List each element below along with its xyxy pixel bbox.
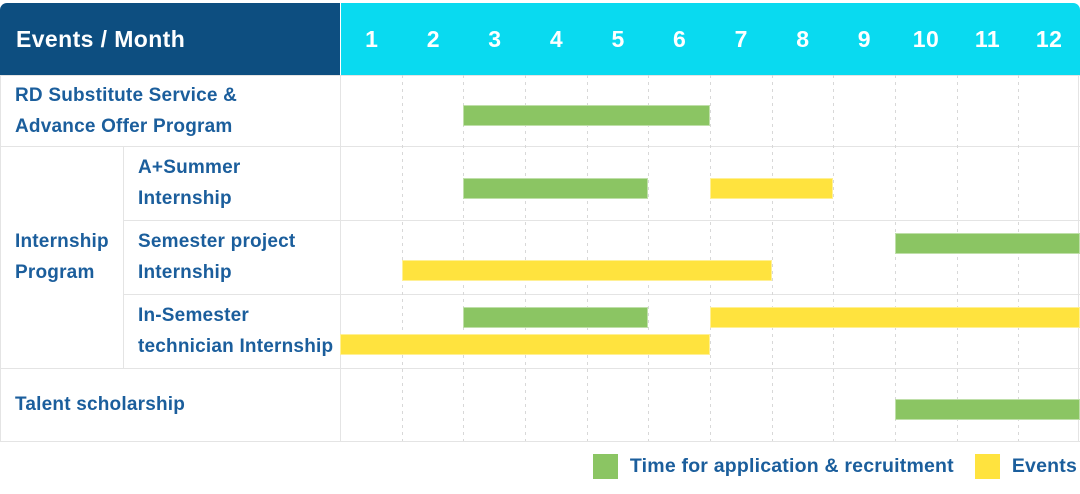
legend-label: Time for application & recruitment xyxy=(629,454,954,477)
group-label: Internship Program xyxy=(0,146,123,368)
legend: Time for application & recruitment Events xyxy=(592,453,1077,479)
legend-swatch-application xyxy=(592,453,618,479)
row-label: Talent scholarship xyxy=(0,368,339,441)
row-label-line: A+Summer xyxy=(138,157,241,178)
month-header-cell: 7 xyxy=(734,25,748,52)
row-label-line: Advance Offer Program xyxy=(15,115,233,137)
gantt-bar-application xyxy=(895,233,1080,254)
month-grid-dashed-line xyxy=(1018,75,1019,441)
row-label: A+Summer Internship xyxy=(123,146,340,220)
grid-line-horizontal xyxy=(0,368,1080,369)
month-grid-dashed-line xyxy=(895,75,896,441)
month-header-cell: 10 xyxy=(912,25,940,52)
gantt-bar-event xyxy=(710,178,834,199)
month-header-cell: 9 xyxy=(857,25,872,52)
month-header-cell: 12 xyxy=(1035,25,1063,52)
month-header-cell: 1 xyxy=(365,25,379,52)
legend-label: Events xyxy=(1011,454,1077,477)
legend-swatch-event xyxy=(974,453,1000,479)
row-label-line: technician Internship xyxy=(138,336,334,357)
month-grid-dashed-line xyxy=(587,75,588,441)
grid-line-horizontal xyxy=(0,441,1080,442)
grid-line-horizontal xyxy=(123,294,1080,295)
month-grid-dashed-line xyxy=(463,75,464,441)
month-header-cell: 6 xyxy=(673,25,687,52)
month-header-cell: 4 xyxy=(549,25,564,52)
month-grid-dashed-line xyxy=(772,75,773,441)
legend-item-event: Events xyxy=(974,453,1077,479)
row-label-line: Internship xyxy=(138,262,232,283)
grid-line-horizontal xyxy=(0,75,1080,76)
month-header-cell: 3 xyxy=(488,25,502,52)
grid-line-vertical xyxy=(340,75,341,441)
grid-line-horizontal xyxy=(123,220,1080,221)
row-label: Semester project Internship xyxy=(123,220,340,294)
group-label-line: Internship xyxy=(15,231,109,252)
month-grid-dashed-line xyxy=(525,75,526,441)
gantt-bar-application xyxy=(463,307,649,328)
legend-item-application: Time for application & recruitment xyxy=(592,453,954,479)
month-grid-dashed-line xyxy=(648,75,649,441)
row-label: In-Semester technician Internship xyxy=(123,294,340,368)
month-header-row: 1 2 3 4 5 6 7 8 9 10 11 12 xyxy=(341,3,1080,75)
gantt-bar-application xyxy=(463,105,710,126)
grid-line-horizontal xyxy=(0,146,1080,147)
month-grid-dashed-line xyxy=(833,75,834,441)
month-grid-dashed-line xyxy=(957,75,958,441)
header-title: Events / Month xyxy=(16,25,186,52)
grid-line-vertical xyxy=(123,146,124,368)
row-label-line: Semester project xyxy=(138,231,296,252)
month-header-cell: 2 xyxy=(426,25,441,52)
group-label-line: Program xyxy=(15,262,95,283)
gantt-bar-event xyxy=(340,334,710,355)
month-header-cell: 11 xyxy=(974,25,1001,52)
month-grid-dashed-line xyxy=(710,75,711,441)
gantt-bar-event xyxy=(710,307,1080,328)
header-title-cell: Events / Month xyxy=(0,3,340,75)
gantt-bar-event xyxy=(401,260,772,281)
row-label-line: Talent scholarship xyxy=(15,394,186,415)
gantt-bar-application xyxy=(895,399,1080,420)
row-label-line: Internship xyxy=(138,188,232,209)
month-header-cell: 5 xyxy=(611,25,625,52)
month-grid-dashed-line xyxy=(402,75,403,441)
gantt-bar-application xyxy=(463,178,649,199)
row-label-line: In-Semester xyxy=(138,305,249,326)
row-label: RD Substitute Service & Advance Offer Pro… xyxy=(0,75,339,146)
month-header-cell: 8 xyxy=(796,25,810,52)
grid-line-vertical xyxy=(1078,75,1079,441)
grid-line-vertical xyxy=(0,75,1,441)
row-label-line: RD Substitute Service & xyxy=(15,84,238,106)
